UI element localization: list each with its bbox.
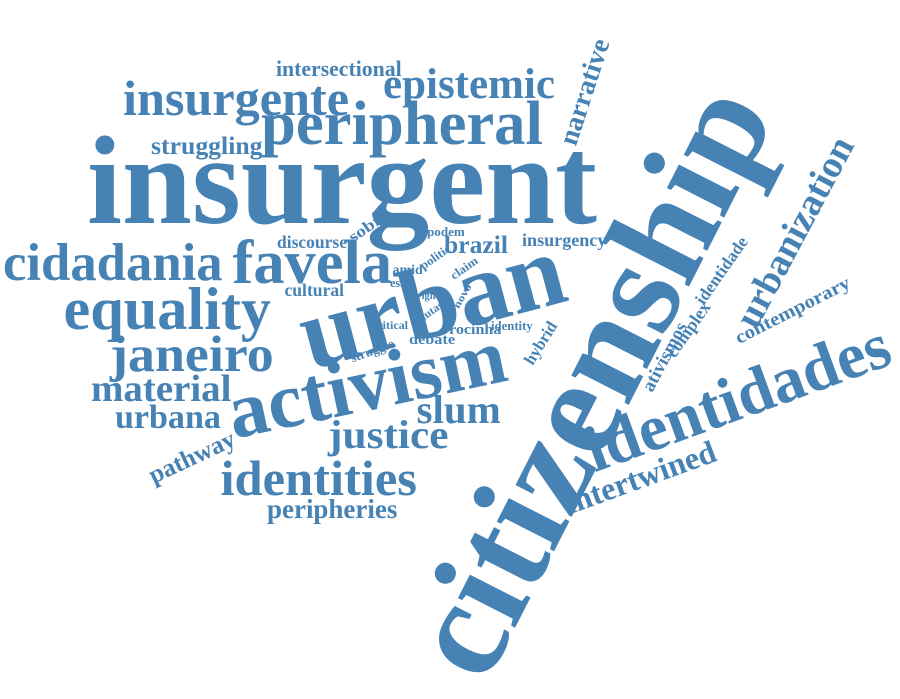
word-podem: podem xyxy=(427,223,465,239)
word-narrative: narrative xyxy=(552,34,616,149)
word-right: right xyxy=(417,291,439,302)
word-brazil: brazil xyxy=(444,230,508,259)
word-material: material xyxy=(91,368,232,410)
word-slum: slum xyxy=(416,386,501,432)
word-equality: equality xyxy=(63,275,271,343)
word-debate: debate xyxy=(409,331,456,348)
word-cultural: cultural xyxy=(283,280,344,300)
word-cidadania: cidadania xyxy=(3,233,223,292)
word-critical: critical xyxy=(372,318,408,332)
word-epistemic: epistemic xyxy=(383,60,555,108)
word-rocinha: rocinha xyxy=(448,321,502,338)
word-peripheral: peripheral xyxy=(261,87,543,158)
word-favela: favela xyxy=(232,229,392,297)
word-struggling: struggling xyxy=(151,131,263,160)
word-identity: identity xyxy=(491,318,533,333)
word-insurgente: insurgente xyxy=(123,70,349,126)
word-amid: amid xyxy=(392,262,423,277)
word-justice: justice xyxy=(328,411,449,457)
word-peripheries: peripheries xyxy=(267,493,398,524)
word-insurgency: insurgency xyxy=(522,230,607,250)
word-identities: identities xyxy=(220,450,417,506)
word-discourse: discourse xyxy=(277,232,347,252)
word-urbana: urbana xyxy=(115,399,221,436)
word-janeiro: janeiro xyxy=(110,325,274,383)
word-insurgent: insurgent xyxy=(87,112,598,251)
word-essas: essas xyxy=(390,276,416,290)
word-intersectional: intersectional xyxy=(276,57,402,81)
